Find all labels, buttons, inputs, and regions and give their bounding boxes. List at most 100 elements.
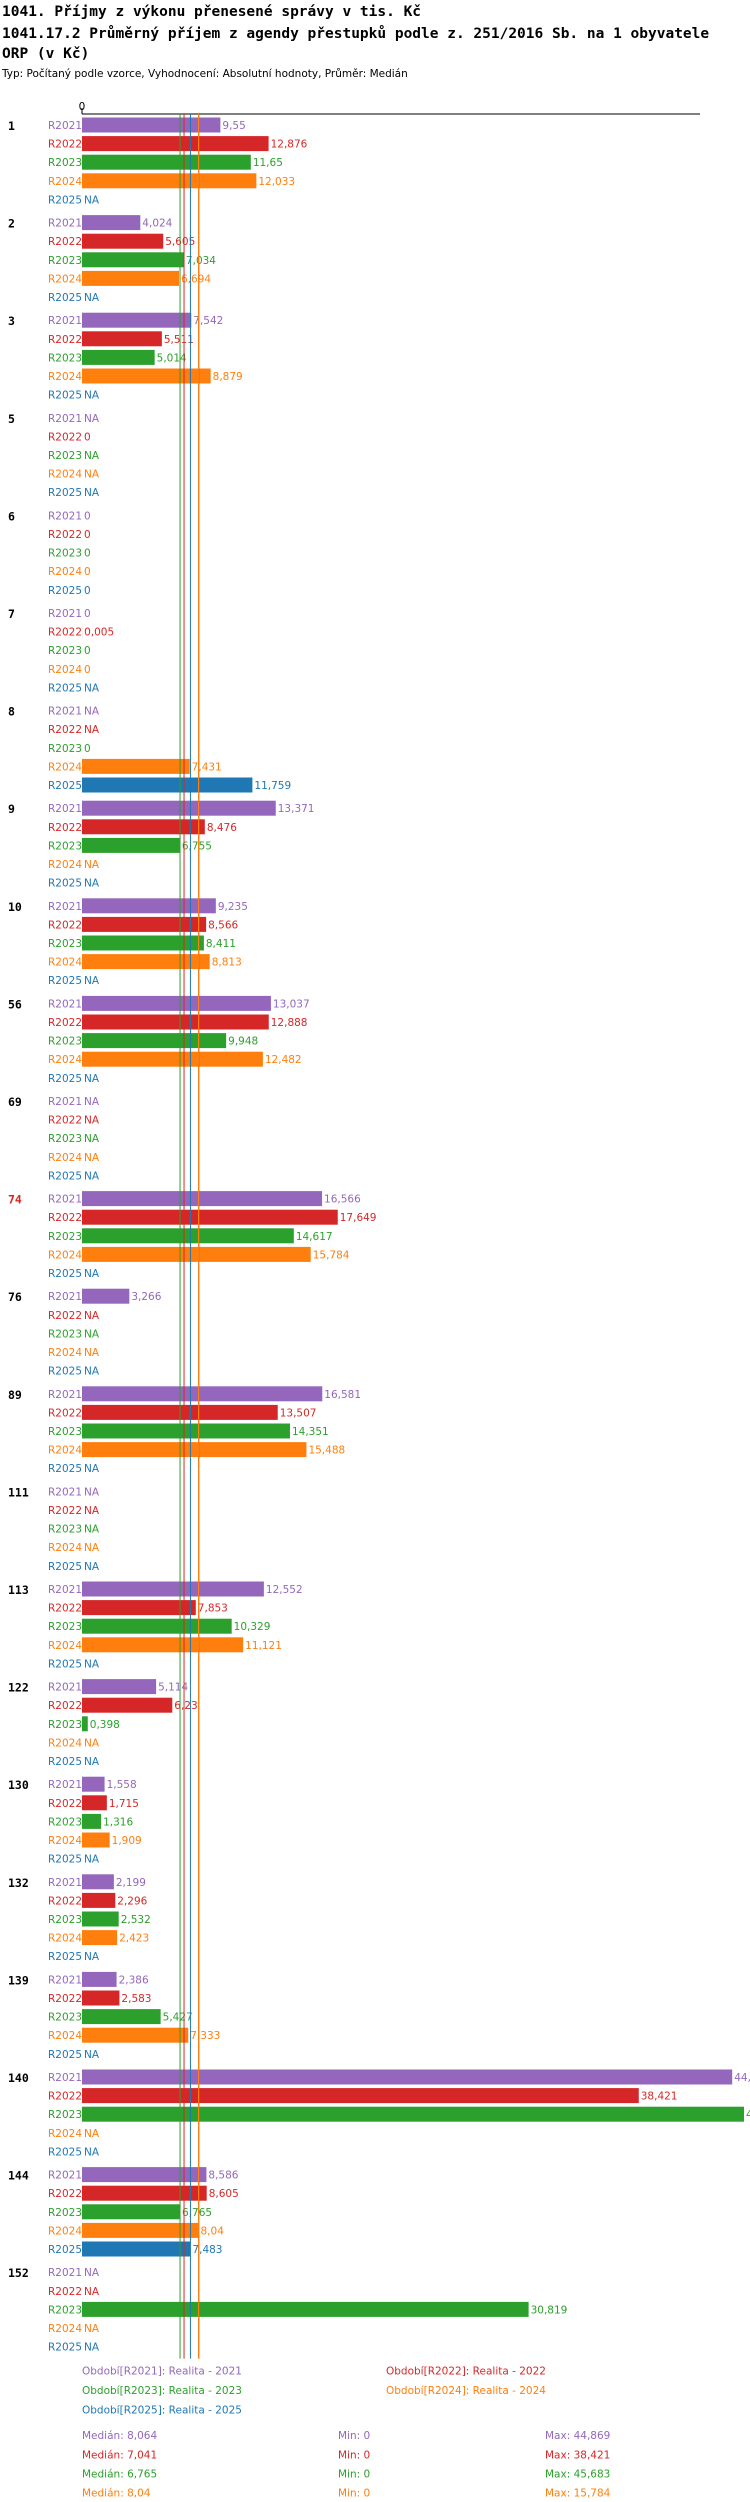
value-label: NA — [84, 1268, 100, 1280]
series-label: R2021 — [48, 998, 82, 1010]
series-label: R2023 — [48, 157, 82, 169]
series-label: R2024 — [48, 2323, 82, 2335]
series-label: R2021 — [48, 1584, 82, 1596]
series-label: R2021 — [48, 2072, 82, 2084]
value-label: NA — [84, 1115, 100, 1127]
bar — [82, 368, 211, 384]
value-label: NA — [84, 1756, 100, 1768]
bar — [82, 136, 269, 152]
value-label: 0 — [84, 608, 91, 620]
series-label: R2021 — [48, 1877, 82, 1889]
series-label: R2025 — [48, 1463, 82, 1475]
series-label: R2022 — [48, 236, 82, 248]
series-label: R2022 — [48, 1700, 82, 1712]
value-label: 6,694 — [181, 273, 211, 285]
series-label: R2021 — [48, 608, 82, 620]
series-label: R2023 — [48, 938, 82, 950]
series-label: R2024 — [48, 761, 82, 773]
series-label: R2025 — [48, 682, 82, 694]
value-label: 0,005 — [84, 627, 114, 639]
value-label: 14,351 — [292, 1426, 329, 1438]
series-label: R2022 — [48, 334, 82, 346]
bar — [82, 1795, 107, 1811]
value-label: NA — [84, 1347, 100, 1359]
bar — [82, 1930, 118, 1946]
value-label: 5,014 — [157, 352, 187, 364]
series-label: R2024 — [48, 859, 82, 871]
bar — [82, 2241, 191, 2257]
series-label: R2022 — [48, 724, 82, 736]
value-label: 5,511 — [164, 334, 194, 346]
series-label: R2023 — [48, 1524, 82, 1536]
group-label: 89 — [8, 1388, 22, 1402]
bar — [82, 758, 190, 774]
series-label: R2023 — [48, 1621, 82, 1633]
value-label: 12,482 — [265, 1054, 302, 1066]
value-label: NA — [84, 413, 100, 425]
bar — [82, 2185, 207, 2201]
series-label: R2023 — [48, 1914, 82, 1926]
group-label: 144 — [8, 2169, 29, 2183]
bar — [82, 1911, 119, 1927]
series-label: R2021 — [48, 413, 82, 425]
bar — [82, 117, 221, 133]
value-label: NA — [84, 1366, 100, 1378]
series-label: R2024 — [48, 2030, 82, 2042]
bar — [82, 2301, 529, 2317]
value-label: 13,371 — [278, 803, 315, 815]
group-label: 132 — [8, 1876, 29, 1890]
value-label: 12,888 — [271, 1017, 308, 1029]
series-label: R2024 — [48, 1347, 82, 1359]
bar — [82, 1386, 323, 1402]
value-label: NA — [84, 1542, 100, 1554]
bar — [82, 1014, 269, 1030]
value-label: 7,542 — [193, 315, 223, 327]
value-label: 45,683 — [746, 2109, 750, 2121]
value-label: 0 — [84, 664, 91, 676]
series-label: R2022 — [48, 2286, 82, 2298]
series-label: R2024 — [48, 2128, 82, 2140]
value-label: 0,398 — [90, 1719, 120, 1731]
bar — [82, 2167, 207, 2183]
bar — [82, 2088, 639, 2104]
value-label: NA — [84, 469, 100, 481]
series-label: R2021 — [48, 1682, 82, 1694]
series-label: R2024 — [48, 1542, 82, 1554]
value-label: 0 — [84, 431, 91, 443]
value-label: 2,199 — [116, 1877, 146, 1889]
value-label: 17,649 — [340, 1212, 377, 1224]
group-label: 1 — [8, 119, 15, 133]
bar — [82, 916, 207, 932]
value-label: 12,552 — [266, 1584, 303, 1596]
value-label: 8,04 — [201, 2225, 225, 2237]
series-label: R2024 — [48, 1249, 82, 1261]
value-label: 0 — [84, 645, 91, 657]
bar — [82, 800, 276, 816]
value-label: 6,23 — [174, 1700, 197, 1712]
value-label: 8,813 — [212, 957, 242, 969]
value-label: 6,755 — [182, 840, 212, 852]
group-label: 76 — [8, 1290, 22, 1304]
x-axis-zero-label: 0 — [79, 101, 86, 113]
group-label: 113 — [8, 1583, 29, 1597]
value-label: 2,583 — [121, 1993, 151, 2005]
value-label: 8,879 — [213, 371, 243, 383]
chart-title-line2: 1041.17.2 Průměrný příjem z agendy přest… — [2, 26, 710, 42]
group-label: 74 — [8, 1193, 22, 1207]
value-label: 8,566 — [208, 919, 238, 931]
value-label: 16,566 — [324, 1194, 361, 1206]
value-label: 0 — [84, 529, 91, 541]
value-label: NA — [84, 2128, 100, 2140]
series-label: R2024 — [48, 2225, 82, 2237]
series-label: R2024 — [48, 469, 82, 481]
value-label: 13,037 — [273, 998, 310, 1010]
series-label: R2025 — [48, 2342, 82, 2354]
series-label: R2022 — [48, 1993, 82, 2005]
bar — [82, 2027, 189, 2043]
value-label: NA — [84, 2267, 100, 2279]
value-label: 8,605 — [209, 2188, 239, 2200]
chart-subtitle: Typ: Počítaný podle vzorce, Vyhodnocení:… — [2, 68, 408, 80]
series-label: R2022 — [48, 139, 82, 151]
series-label: R2025 — [48, 194, 82, 206]
series-label: R2023 — [48, 548, 82, 560]
